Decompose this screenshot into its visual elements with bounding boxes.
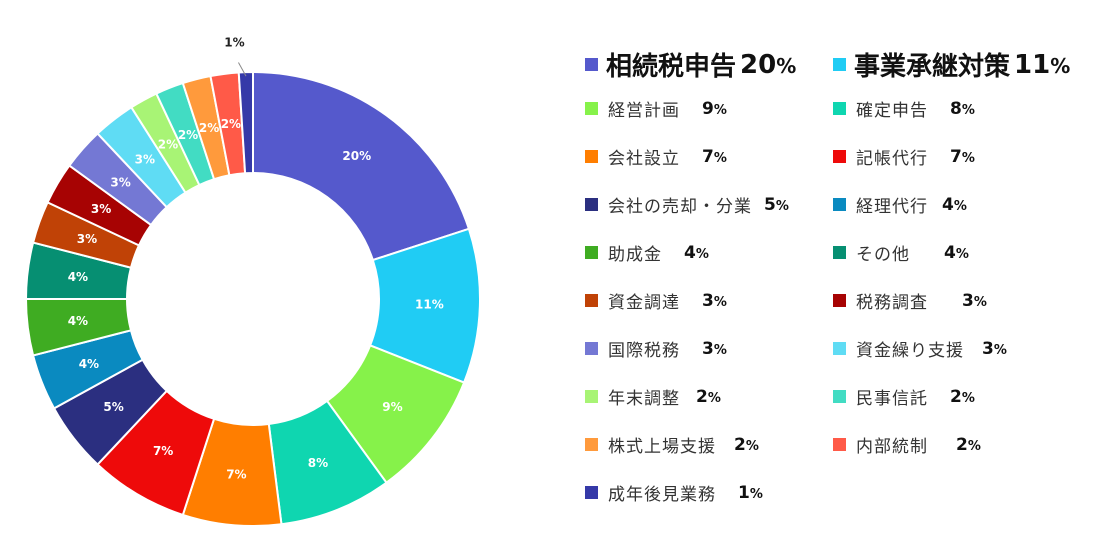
- legend-swatch: [585, 246, 598, 259]
- slice-data-label: 20%: [342, 149, 371, 163]
- legend-label: 資金調達: [608, 293, 680, 313]
- slice-data-label: 2%: [221, 117, 241, 131]
- legend-label: 会社設立: [608, 149, 680, 169]
- slice-data-label: 9%: [382, 400, 402, 414]
- slice-data-label: 7%: [153, 444, 173, 458]
- legend-swatch: [585, 390, 598, 403]
- legend-value: 3%: [702, 338, 727, 359]
- legend-value: 3%: [702, 290, 727, 311]
- legend-value: 3%: [962, 290, 987, 311]
- legend-value: 2%: [956, 434, 981, 455]
- legend-item-ipo-support: 株式上場支援 2%: [585, 432, 759, 457]
- legend-item-tax-audit: 税務調査 3%: [833, 288, 987, 313]
- legend-label: 年末調整: [608, 389, 680, 409]
- slice-data-label: 2%: [178, 128, 198, 142]
- legend-label: 確定申告: [856, 101, 928, 121]
- donut-slice: [252, 70, 471, 262]
- legend-value: 1%: [738, 482, 763, 503]
- legend-label: 経営計画: [608, 101, 680, 121]
- legend-swatch: [833, 438, 846, 451]
- slice-data-label: 3%: [77, 232, 97, 246]
- legend-swatch: [833, 198, 846, 211]
- legend-value: 5%: [764, 194, 789, 215]
- slice-data-label: 5%: [103, 400, 123, 414]
- slice-data-label: 4%: [68, 314, 88, 328]
- legend-label: 民事信託: [856, 389, 928, 409]
- legend-label: 内部統制: [856, 437, 928, 457]
- slice-data-label: 3%: [135, 153, 155, 167]
- slice-data-label: 1%: [224, 35, 244, 49]
- legend-value: 7%: [702, 146, 727, 167]
- legend-swatch: [585, 294, 598, 307]
- legend-item-company-sale: 会社の売却・分業 5%: [585, 192, 789, 217]
- legend-label: 相続税申告: [606, 52, 737, 82]
- legend-value: 2%: [950, 386, 975, 407]
- legend-value: 2%: [734, 434, 759, 455]
- legend-label: 成年後見業務: [608, 485, 716, 505]
- legend-item-bookkeeping: 記帳代行 7%: [833, 144, 975, 169]
- legend-item-accounting-agency: 経理代行 4%: [833, 192, 967, 217]
- legend-item-management-plan: 経営計画 9%: [585, 96, 727, 121]
- legend-item-other: その他 4%: [833, 240, 969, 265]
- legend-label: 資金繰り支援: [856, 341, 964, 361]
- legend-value: 4%: [944, 242, 969, 263]
- legend-value: 8%: [950, 98, 975, 119]
- legend-label: 経理代行: [856, 197, 928, 217]
- legend-value: 11%: [1014, 49, 1071, 80]
- legend-item-civil-trust: 民事信託 2%: [833, 384, 975, 409]
- legend-swatch: [833, 342, 846, 355]
- slice-data-label: 7%: [226, 468, 246, 482]
- slice-data-label: 3%: [110, 175, 130, 189]
- legend-label: 税務調査: [856, 293, 928, 313]
- legend-item-subsidy: 助成金 4%: [585, 240, 709, 265]
- slice-data-label: 3%: [91, 202, 111, 216]
- legend-item-year-end-adjustment: 年末調整 2%: [585, 384, 721, 409]
- legend-swatch: [585, 342, 598, 355]
- legend-item-inheritance-tax: 相続税申告 20%: [585, 46, 796, 83]
- legend-item-business-succession: 事業承継対策 11%: [833, 46, 1070, 83]
- leader-line: [238, 62, 247, 77]
- legend-swatch: [833, 390, 846, 403]
- legend-label: その他: [856, 245, 910, 265]
- legend-label: 事業承継対策: [854, 52, 1011, 82]
- legend-value: 4%: [942, 194, 967, 215]
- legend-swatch: [833, 58, 846, 71]
- slice-data-label: 11%: [415, 298, 444, 312]
- legend-value: 20%: [740, 49, 797, 80]
- legend-item-tax-return: 確定申告 8%: [833, 96, 975, 121]
- legend-label: 記帳代行: [856, 149, 928, 169]
- legend-swatch: [585, 102, 598, 115]
- slice-data-label: 8%: [308, 456, 328, 470]
- legend-item-company-setup: 会社設立 7%: [585, 144, 727, 169]
- slice-data-label: 2%: [199, 121, 219, 135]
- legend-swatch: [585, 486, 598, 499]
- legend-label: 助成金: [608, 245, 662, 265]
- legend-label: 会社の売却・分業: [608, 197, 752, 217]
- legend-value: 4%: [684, 242, 709, 263]
- legend-value: 2%: [696, 386, 721, 407]
- donut-chart: 20%11%9%8%7%7%5%4%4%4%3%3%3%3%2%2% 2% 2%1%: [24, 35, 481, 527]
- legend-item-international-tax: 国際税務 3%: [585, 336, 727, 361]
- slice-data-label: 4%: [79, 357, 99, 371]
- slice-data-label: 2%: [158, 137, 178, 151]
- slice-data-label: 4%: [68, 270, 88, 284]
- legend-swatch: [833, 294, 846, 307]
- legend-label: 国際税務: [608, 341, 680, 361]
- legend-item-guardianship: 成年後見業務 1%: [585, 480, 763, 505]
- legend-value: 3%: [982, 338, 1007, 359]
- legend-label: 株式上場支援: [608, 437, 716, 457]
- legend-value: 7%: [950, 146, 975, 167]
- legend-swatch: [585, 150, 598, 163]
- legend-swatch: [833, 150, 846, 163]
- legend-swatch: [585, 58, 598, 71]
- legend-swatch: [585, 438, 598, 451]
- legend-item-cashflow-support: 資金繰り支援 3%: [833, 336, 1007, 361]
- legend-value: 9%: [702, 98, 727, 119]
- legend-swatch: [833, 102, 846, 115]
- legend-item-fundraising: 資金調達 3%: [585, 288, 727, 313]
- legend-swatch: [585, 198, 598, 211]
- legend-swatch: [833, 246, 846, 259]
- legend-item-internal-control: 内部統制 2%: [833, 432, 981, 457]
